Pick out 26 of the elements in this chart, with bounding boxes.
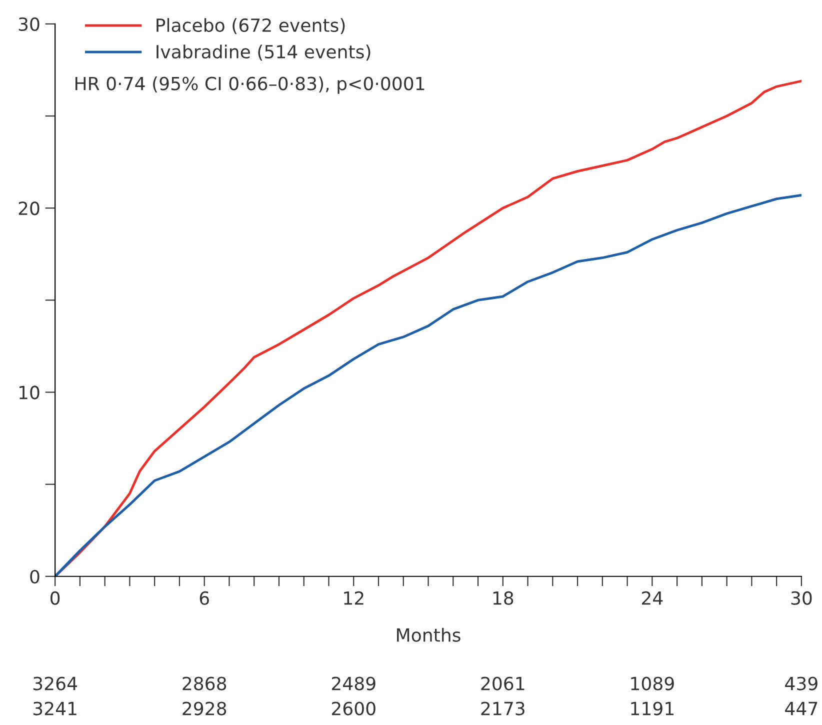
x-axis-title: Months bbox=[397, 628, 460, 642]
x-tick-label: 0 bbox=[50, 591, 60, 605]
text: 2173 bbox=[481, 702, 524, 716]
annotation: HR 0·74 (95% CI 0·66–0·83), p<0·0001 bbox=[76, 76, 424, 94]
text: 2600 bbox=[332, 702, 376, 716]
text: 439 bbox=[785, 676, 818, 690]
legend-label: Placebo (672 events) bbox=[156, 18, 345, 34]
x-tick-label: 30 bbox=[791, 591, 812, 605]
text: 1089 bbox=[631, 676, 674, 690]
text: 2928 bbox=[182, 702, 226, 716]
text: 2868 bbox=[182, 676, 226, 690]
x-tick-label: 12 bbox=[344, 591, 364, 605]
x-tick-label: 24 bbox=[642, 591, 663, 605]
y-tick-label: 30 bbox=[18, 17, 40, 32]
text: 1191 bbox=[631, 702, 674, 716]
y-tick-label: 10 bbox=[20, 386, 40, 400]
text: 3264 bbox=[33, 676, 78, 690]
x-tick-label: 18 bbox=[493, 591, 514, 605]
x-tick-label: 6 bbox=[200, 591, 209, 605]
text: 2061 bbox=[481, 676, 524, 690]
text: 447 bbox=[785, 702, 818, 716]
y-tick-label: 20 bbox=[18, 202, 40, 216]
text: 3241 bbox=[33, 702, 76, 716]
legend-label: Ivabradine (514 events) bbox=[156, 44, 370, 61]
y-tick-label: 0 bbox=[30, 570, 40, 584]
text: 2489 bbox=[332, 676, 376, 690]
